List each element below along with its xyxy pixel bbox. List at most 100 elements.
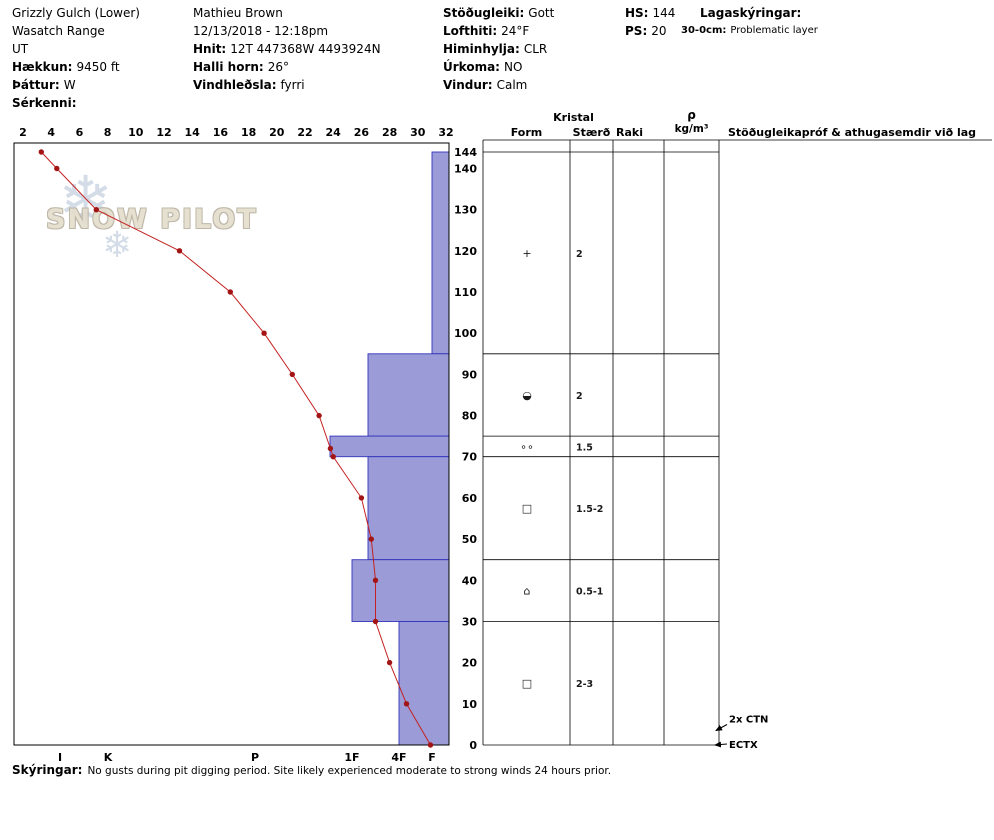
temperature-point bbox=[330, 454, 336, 460]
temperature-point bbox=[386, 659, 393, 666]
grain-size-label: 2 bbox=[576, 391, 583, 402]
temperature-line bbox=[38, 149, 434, 748]
value: fyrri bbox=[280, 78, 305, 92]
label: Halli horn: bbox=[193, 60, 264, 74]
grain-size-label: 1.5 bbox=[576, 442, 593, 453]
site-state: UT bbox=[12, 42, 29, 56]
snow-layer-bar bbox=[367, 456, 450, 561]
label: 30-0cm: bbox=[681, 25, 727, 36]
conditions-info: Stöðugleiki: Gott Lofthiti: 24°F Himinhylj… bbox=[443, 4, 554, 94]
depth-tick-label: 70 bbox=[462, 451, 478, 464]
wind-loading: Vindhleðsla: fyrri bbox=[193, 76, 381, 94]
value: 144 bbox=[652, 6, 676, 20]
temperature-point bbox=[261, 330, 267, 336]
grain-size-label: 0.5-1 bbox=[576, 587, 603, 598]
size-column-header: Stærð bbox=[572, 126, 611, 139]
temp-tick-label: 12 bbox=[156, 126, 171, 139]
temperature-point bbox=[368, 536, 374, 542]
snow-totals: HS: 144 PS: 20 bbox=[625, 4, 675, 40]
snow-layer-bar bbox=[398, 621, 450, 746]
depth-tick-label: 120 bbox=[454, 245, 477, 258]
stability-test-label: 2x CTN bbox=[729, 715, 768, 726]
site-feature: Sérkenni: bbox=[12, 94, 140, 112]
depth-tick-label: 10 bbox=[462, 698, 478, 711]
grain-form-symbol: ◒ bbox=[522, 389, 532, 402]
pit-depth: PS: 20 bbox=[625, 22, 675, 40]
label: Vindur: bbox=[443, 78, 493, 92]
label: HS: bbox=[625, 6, 649, 20]
site-info: Grizzly Gulch (Lower) Wasatch Range UT H… bbox=[12, 4, 140, 112]
hardness-tick-label: I bbox=[58, 751, 62, 764]
sky-cover: Himinhylja: CLR bbox=[443, 40, 554, 58]
temp-tick-label: 32 bbox=[438, 126, 453, 139]
stability-test-annotations: 2x CTN ECTX bbox=[714, 715, 768, 751]
observer-info: Mathieu Brown 12/13/2018 - 12:18pm Hnit:… bbox=[193, 4, 381, 94]
temperature-point bbox=[372, 577, 379, 583]
depth-tick-label: 60 bbox=[462, 492, 478, 505]
pit-comments: Skýringar: No gusts during pit digging pe… bbox=[12, 763, 611, 777]
plot-border bbox=[13, 142, 450, 746]
depth-tick-label: 144 bbox=[454, 146, 477, 159]
snow-layer-bar bbox=[431, 151, 450, 355]
temp-tick-label: 16 bbox=[213, 126, 229, 139]
label: Úrkoma: bbox=[443, 60, 500, 74]
density-symbol-header: ρ bbox=[687, 108, 696, 122]
site-range: Wasatch Range bbox=[12, 24, 105, 38]
hardness-tick-label: P bbox=[251, 751, 259, 764]
temperature-point bbox=[289, 371, 295, 378]
temperature-point bbox=[358, 495, 365, 501]
comments-column-header: Stöðugleikapróf & athugasemdir við lag bbox=[728, 126, 977, 139]
grain-form-symbol: + bbox=[522, 247, 531, 260]
observation-datetime: 12/13/2018 - 12:18pm bbox=[193, 24, 329, 38]
crystal-grid bbox=[482, 139, 992, 746]
temperature-point bbox=[372, 618, 379, 625]
label: Hækkun: bbox=[12, 60, 73, 74]
value: NO bbox=[503, 60, 523, 74]
depth-tick-label: 40 bbox=[462, 574, 478, 587]
depth-tick-label: 140 bbox=[454, 163, 477, 176]
temperature-point bbox=[427, 742, 434, 748]
site-name: Grizzly Gulch (Lower) bbox=[12, 6, 140, 20]
moisture-column-header: Raki bbox=[616, 126, 643, 139]
snow-layer-bar bbox=[329, 435, 450, 458]
temperature-point bbox=[403, 701, 410, 707]
value: Problematic layer bbox=[730, 25, 818, 36]
depth-tick-label: 100 bbox=[454, 327, 477, 340]
value: 9450 ft bbox=[76, 60, 120, 74]
value: 12T 447368W 4493924N bbox=[230, 42, 381, 56]
temp-tick-label: 26 bbox=[354, 126, 370, 139]
grain-size-label: 2-3 bbox=[576, 679, 593, 690]
comments-label: Skýringar: bbox=[12, 763, 83, 777]
temperature-point bbox=[227, 289, 233, 295]
label: PS: bbox=[625, 24, 648, 38]
temperature-point bbox=[93, 207, 100, 213]
temp-tick-label: 6 bbox=[76, 126, 84, 139]
label: Þáttur: bbox=[12, 78, 60, 92]
stability-test-label: ECTX bbox=[729, 740, 758, 751]
comments-text: No gusts during pit digging period. Site… bbox=[87, 765, 612, 777]
temp-tick-label: 4 bbox=[47, 126, 55, 139]
grain-size-label: 1.5-2 bbox=[576, 504, 603, 515]
layer-note: 30-0cm: Problematic layer bbox=[681, 25, 818, 36]
temp-tick-label: 28 bbox=[382, 126, 397, 139]
form-column-header: Form bbox=[510, 126, 543, 139]
value: 20 bbox=[651, 24, 667, 38]
temp-tick-label: 2 bbox=[19, 126, 27, 139]
value: CLR bbox=[523, 42, 548, 56]
depth-tick-label: 0 bbox=[469, 739, 477, 752]
hardness-tick-label: K bbox=[104, 751, 113, 764]
wind: Vindur: Calm bbox=[443, 76, 554, 94]
label: Sérkenni: bbox=[12, 96, 77, 110]
depth-tick-label: 110 bbox=[454, 286, 477, 299]
depth-tick-label: 80 bbox=[462, 410, 478, 423]
value: Gott bbox=[528, 6, 555, 20]
temp-tick-label: 20 bbox=[269, 126, 285, 139]
slope-angle: Halli horn: 26° bbox=[193, 58, 381, 76]
grain-form-symbol: ⌂ bbox=[524, 585, 531, 598]
temp-tick-label: 10 bbox=[128, 126, 144, 139]
value: Calm bbox=[496, 78, 528, 92]
grain-rows: +2 ◒ 2 ∘∘ 1.5 □ 1.5-2 ⌂ 0.5-1 □ 2-3 bbox=[520, 247, 603, 690]
temperature-point bbox=[316, 412, 322, 419]
depth-tick-label: 30 bbox=[462, 616, 478, 629]
